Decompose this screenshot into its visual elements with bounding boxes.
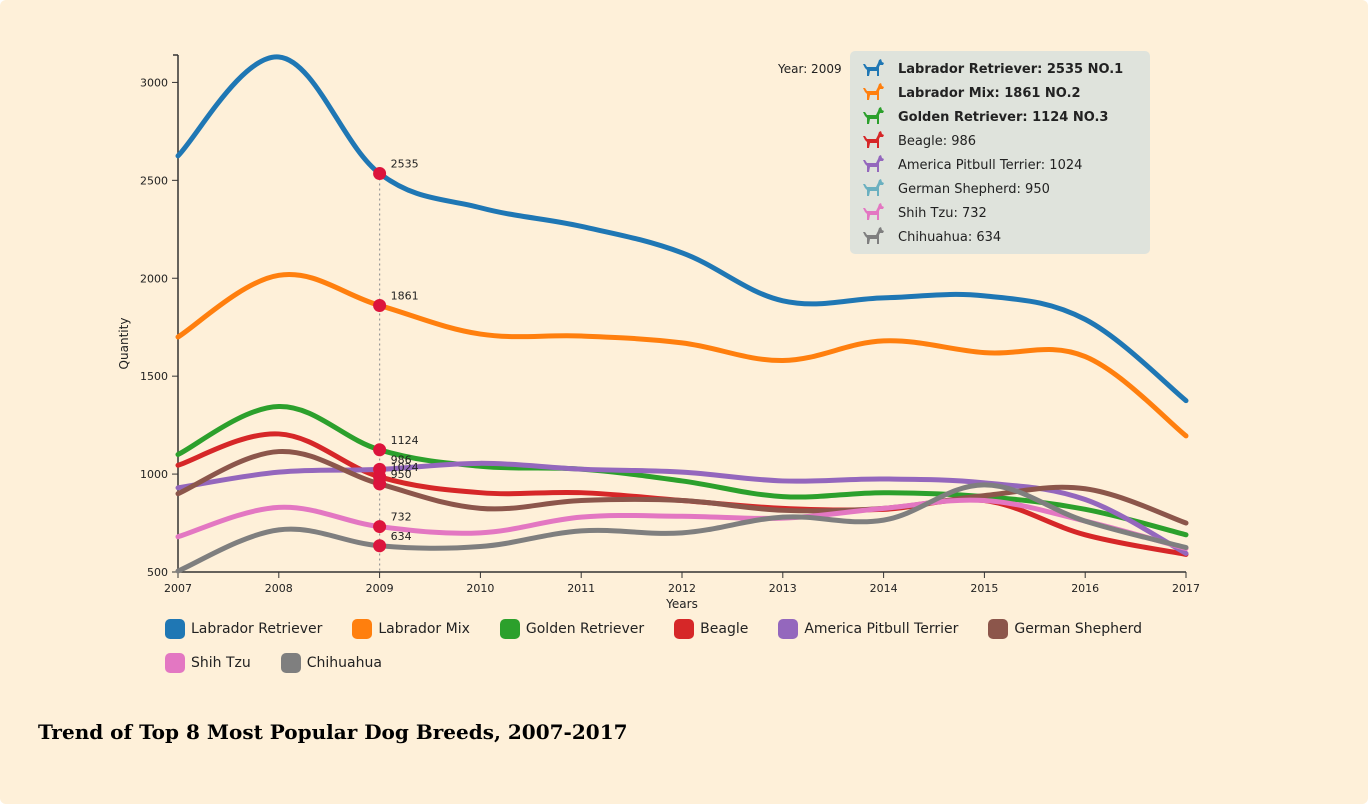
highlight-value-label: 986 (391, 453, 412, 466)
y-tick-label: 3000 (140, 76, 168, 89)
legend-label: German Shepherd (1014, 621, 1142, 637)
legend: Labrador Retriever Labrador Mix Golden Ret… (165, 618, 1215, 674)
x-tick-label: 2013 (769, 582, 797, 595)
legend-item[interactable]: Labrador Mix (352, 618, 470, 640)
series-line-chihuahua (175, 482, 1189, 574)
highlight-point (373, 166, 387, 180)
dog-silhouette-icon (863, 83, 884, 100)
tooltip-row-text: Golden Retriever: 1124 NO.3 (898, 109, 1109, 125)
dog-silhouette-icon (863, 131, 884, 148)
tooltip-row-text: German Shepherd: 950 (898, 181, 1050, 197)
tooltip-row: America Pitbull Terrier: 1024 (862, 154, 1082, 176)
x-tick-label: 2012 (668, 582, 696, 595)
highlight-value-label: 732 (391, 511, 412, 524)
legend-swatch (165, 619, 185, 639)
tooltip-row-text: Labrador Mix: 1861 NO.2 (898, 85, 1081, 101)
dog-silhouette-icon (863, 59, 884, 76)
y-tick-label: 500 (147, 566, 168, 579)
x-tick-label: 2011 (567, 582, 595, 595)
series-lines (175, 54, 1189, 574)
legend-swatch (499, 619, 520, 639)
tooltip-row: Shih Tzu: 732 (862, 202, 987, 224)
legend-item[interactable]: Chihuahua (280, 652, 382, 674)
y-axis-label: Quantity (117, 318, 131, 370)
tooltip-row-text: Beagle: 986 (898, 133, 977, 149)
legend-swatch (165, 653, 185, 673)
tooltip-row: Labrador Retriever: 2535 NO.1 (862, 58, 1123, 80)
y-tick-label: 2500 (140, 174, 168, 187)
legend-item[interactable]: Beagle (674, 618, 748, 640)
x-tick-label: 2007 (164, 582, 192, 595)
highlight-point (373, 462, 387, 476)
tooltip-row-text: Chihuahua: 634 (898, 229, 1002, 245)
legend-item[interactable]: America Pitbull Terrier (778, 618, 958, 640)
legend-swatch (988, 619, 1009, 639)
tooltip-row: Chihuahua: 634 (862, 226, 1001, 248)
x-tick-label: 2017 (1172, 582, 1200, 595)
legend-item[interactable]: Shih Tzu (165, 652, 251, 674)
highlight-point (373, 298, 387, 312)
highlight-point (373, 520, 387, 534)
highlight-value-label: 2535 (391, 157, 419, 170)
chart-title: Trend of Top 8 Most Popular Dog Breeds, … (38, 720, 628, 744)
x-tick-label: 2014 (870, 582, 898, 595)
series-line-shih-tzu (175, 497, 1189, 551)
legend-label: Labrador Retriever (191, 621, 323, 637)
legend-label: Golden Retriever (525, 621, 645, 637)
dog-silhouette-icon (863, 179, 884, 196)
highlight-value-label: 634 (391, 530, 412, 543)
x-tick-label: 2016 (1071, 582, 1099, 595)
dog-silhouette-icon (863, 155, 884, 172)
axes: 500 1000 1500 2000 2500 3000 2007 2008 2009 2010 2… (140, 54, 1200, 595)
x-tick-label: 2015 (970, 582, 998, 595)
y-tick-label: 1000 (140, 468, 168, 481)
highlight-value-label: 1124 (391, 434, 419, 447)
highlight-point (373, 443, 387, 457)
dog-silhouette-icon (863, 203, 884, 220)
legend-label: Chihuahua (306, 655, 382, 671)
legend-swatch (280, 653, 301, 673)
tooltip-panel (850, 51, 1150, 254)
x-tick-label: 2009 (366, 582, 394, 595)
tooltip-row-text: Shih Tzu: 732 (898, 205, 987, 221)
legend-swatch (352, 619, 373, 639)
legend-swatch (778, 619, 799, 639)
legend-item[interactable]: Golden Retriever (499, 618, 645, 640)
x-tick-label: 2010 (466, 582, 494, 595)
tooltip-row: Beagle: 986 (862, 130, 976, 152)
highlight-point (373, 539, 387, 553)
legend-label: Beagle (700, 621, 749, 637)
legend-item[interactable]: German Shepherd (988, 618, 1142, 640)
y-tick-label: 1500 (140, 370, 168, 383)
tooltip-year: Year: 2009 (778, 62, 842, 76)
tooltip-row: German Shepherd: 950 (862, 178, 1050, 200)
highlight-value-label: 1024 (391, 461, 419, 474)
dog-silhouette-icon (863, 227, 884, 244)
x-axis-label: Years (665, 597, 698, 611)
legend-label: Labrador Mix (378, 621, 470, 637)
y-tick-label: 2000 (140, 272, 168, 285)
tooltip-row: Golden Retriever: 1124 NO.3 (862, 106, 1108, 128)
series-line-labrador-mix (175, 272, 1189, 439)
dog-silhouette-icon (863, 107, 884, 124)
x-tick-label: 2008 (265, 582, 293, 595)
tooltip-row-text: Labrador Retriever: 2535 NO.1 (898, 61, 1124, 77)
legend-label: America Pitbull Terrier (804, 621, 959, 637)
highlight-value-label: 950 (391, 468, 412, 481)
legend-swatch (674, 619, 695, 639)
series-line-golden-retriever (175, 404, 1189, 538)
legend-item[interactable]: Labrador Retriever (165, 618, 322, 640)
tooltip-row-text: America Pitbull Terrier: 1024 (898, 157, 1083, 173)
highlight-value-label: 1861 (391, 289, 419, 302)
highlight-point (373, 477, 387, 491)
series-line-labrador-retriever (175, 54, 1189, 404)
tooltip-row: Labrador Mix: 1861 NO.2 (862, 82, 1081, 104)
legend-label: Shih Tzu (191, 655, 251, 671)
